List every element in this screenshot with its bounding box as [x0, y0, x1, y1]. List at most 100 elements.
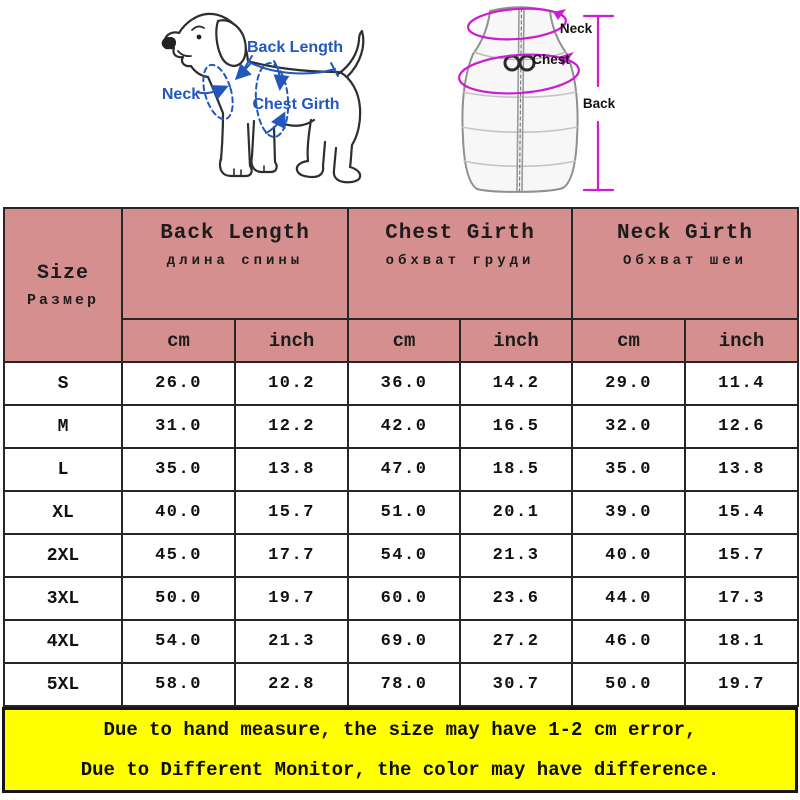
chest-cm-cell: 51.0	[347, 490, 461, 535]
neck-girth-header-en: Neck Girth	[616, 222, 754, 245]
dog-back-length-label: Back Length	[247, 39, 343, 56]
vest-chest-label: Chest	[532, 52, 570, 67]
table-row-s: S 26.0 10.2 36.0 14.2 29.0 11.4	[3, 361, 799, 406]
back-cm-cell: 54.0	[121, 619, 236, 664]
back-cm-cell: 35.0	[121, 447, 236, 492]
table-row-l: L 35.0 13.8 47.0 18.5 35.0 13.8	[3, 447, 799, 492]
chest-cm-cell: 54.0	[347, 533, 461, 578]
back-inch-cell: 21.3	[234, 619, 349, 664]
dog-eye	[196, 34, 202, 40]
table-row-xl: XL 40.0 15.7 51.0 20.1 39.0 15.4	[3, 490, 799, 535]
vest-neck-ellipse	[467, 7, 567, 41]
back-inch-cell: 19.7	[234, 576, 349, 621]
back-cm-cell: 45.0	[121, 533, 236, 578]
neck-inch-cell: 15.7	[684, 533, 799, 578]
unit-header-inch: inch	[684, 318, 799, 363]
table-row-3xl: 3XL 50.0 19.7 60.0 23.6 44.0 17.3	[3, 576, 799, 621]
neck-inch-cell: 19.7	[684, 662, 799, 707]
unit-header-cm: cm	[121, 318, 236, 363]
chest-inch-cell: 20.1	[459, 490, 573, 535]
unit-header-inch: inch	[234, 318, 349, 363]
back-length-header-ru: длина спины	[166, 253, 304, 269]
back-cm-cell: 50.0	[121, 576, 236, 621]
vest-chest-ellipse	[458, 53, 580, 95]
table-row-5xl: 5XL 58.0 22.8 78.0 30.7 50.0 19.7	[3, 662, 799, 707]
dog-measurement-annotations	[196, 55, 339, 138]
neck-cm-cell: 40.0	[571, 533, 686, 578]
neck-inch-cell: 18.1	[684, 619, 799, 664]
size-cell: 3XL	[3, 576, 123, 621]
back-length-line	[248, 61, 336, 75]
neck-inch-cell: 11.4	[684, 361, 799, 406]
vest-back-label: Back	[583, 96, 616, 111]
back-cm-cell: 26.0	[121, 361, 236, 406]
chest-cm-cell: 78.0	[347, 662, 461, 707]
neck-girth-header-cell: Neck Girth Обхват шеи	[571, 207, 799, 320]
size-cell: L	[3, 447, 123, 492]
notice-banner: Due to hand measure, the size may have 1…	[2, 707, 798, 793]
back-length-header-en: Back Length	[160, 222, 310, 245]
chest-inch-cell: 30.7	[459, 662, 573, 707]
neck-cm-cell: 32.0	[571, 404, 686, 449]
neck-cm-cell: 29.0	[571, 361, 686, 406]
chest-cm-cell: 36.0	[347, 361, 461, 406]
back-length-header-cell: Back Length длина спины	[121, 207, 349, 320]
neck-cm-cell: 50.0	[571, 662, 686, 707]
neck-girth-header-ru: Обхват шеи	[622, 253, 747, 269]
back-inch-cell: 12.2	[234, 404, 349, 449]
neck-inch-cell: 12.6	[684, 404, 799, 449]
chest-cm-cell: 69.0	[347, 619, 461, 664]
dog-neck-label: Neck	[162, 86, 200, 103]
chest-inch-cell: 16.5	[459, 404, 573, 449]
chest-inch-cell: 27.2	[459, 619, 573, 664]
back-inch-cell: 15.7	[234, 490, 349, 535]
back-cm-cell: 58.0	[121, 662, 236, 707]
neck-inch-cell: 13.8	[684, 447, 799, 492]
notice-line-2: Due to Different Monitor, the color may …	[80, 759, 720, 781]
back-inch-cell: 17.7	[234, 533, 349, 578]
measurement-illustrations: Back Length Neck Chest Girth	[0, 0, 800, 207]
back-cm-cell: 31.0	[121, 404, 236, 449]
back-inch-cell: 22.8	[234, 662, 349, 707]
unit-header-cm: cm	[571, 318, 686, 363]
neck-cm-cell: 35.0	[571, 447, 686, 492]
table-row-4xl: 4XL 54.0 21.3 69.0 27.2 46.0 18.1	[3, 619, 799, 664]
dog-drawing	[161, 12, 365, 184]
chest-girth-header-cell: Chest Girth обхват груди	[347, 207, 573, 320]
chest-cm-cell: 42.0	[347, 404, 461, 449]
unit-header-cm: cm	[347, 318, 461, 363]
size-header-en: Size	[36, 261, 89, 285]
neck-cm-cell: 46.0	[571, 619, 686, 664]
size-cell: 4XL	[3, 619, 123, 664]
neck-cm-cell: 44.0	[571, 576, 686, 621]
chest-inch-cell: 23.6	[459, 576, 573, 621]
chest-cm-cell: 47.0	[347, 447, 461, 492]
size-cell: 5XL	[3, 662, 123, 707]
notice-line-1: Due to hand measure, the size may have 1…	[103, 719, 697, 741]
neck-inch-cell: 15.4	[684, 490, 799, 535]
back-inch-cell: 10.2	[234, 361, 349, 406]
chest-inch-cell: 21.3	[459, 533, 573, 578]
chest-girth-header-en: Chest Girth	[385, 222, 535, 245]
dog-chest-girth-label: Chest Girth	[252, 96, 339, 113]
table-row-m: M 31.0 12.2 42.0 16.5 32.0 12.6	[3, 404, 799, 449]
back-inch-cell: 13.8	[234, 447, 349, 492]
dog-outline	[163, 12, 225, 162]
size-header-cell: Size Размер	[3, 207, 123, 363]
neck-inch-cell: 17.3	[684, 576, 799, 621]
size-cell: 2XL	[3, 533, 123, 578]
size-cell: XL	[3, 490, 123, 535]
vest-neck-label: Neck	[560, 21, 593, 36]
vest-measurement-annotations	[458, 7, 615, 192]
size-cell: S	[3, 361, 123, 406]
chest-cm-cell: 60.0	[347, 576, 461, 621]
neck-cm-cell: 39.0	[571, 490, 686, 535]
dog-ear	[215, 19, 247, 67]
size-table: Size Размер Back Length длина спины Ches…	[3, 207, 799, 707]
table-row-2xl: 2XL 45.0 17.7 54.0 21.3 40.0 15.7	[3, 533, 799, 578]
size-header-ru: Размер	[26, 291, 99, 309]
chest-measure-ellipse	[254, 62, 290, 138]
chest-girth-header-ru: обхват груди	[385, 253, 535, 269]
unit-header-inch: inch	[459, 318, 573, 363]
